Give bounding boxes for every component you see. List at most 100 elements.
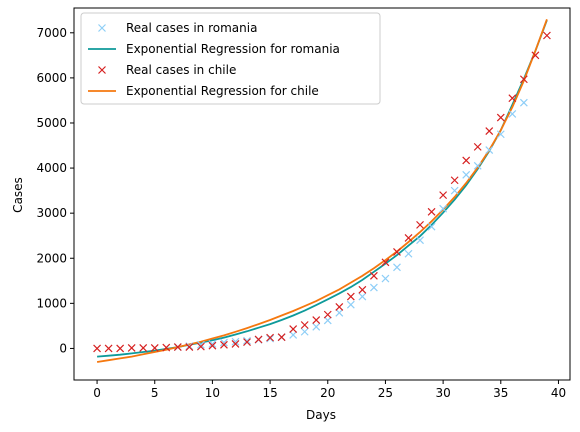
legend: Real cases in romania Exponential Regres…: [80, 12, 381, 105]
data-point-chile-cases: [208, 341, 217, 350]
data-point-romania-cases: [323, 316, 332, 325]
data-point-romania-cases: [185, 342, 194, 351]
legend-entry-chile-fit: Exponential Regression for chile: [88, 84, 319, 98]
data-point-chile-cases: [485, 127, 494, 136]
data-point-romania-cases: [427, 222, 436, 231]
data-point-romania-cases: [220, 338, 228, 347]
y-tick-label: 3000: [36, 206, 67, 220]
series-chile-cases: [93, 31, 551, 353]
y-axis-label: Cases: [11, 177, 25, 213]
y-tick-label: 1000: [36, 296, 67, 310]
data-point-chile-cases: [300, 321, 309, 329]
data-point-romania-cases: [312, 322, 321, 331]
data-point-chile-cases: [439, 191, 448, 200]
y-tick-label: 5000: [36, 116, 67, 130]
data-point-chile-cases: [196, 342, 205, 351]
data-point-romania-cases: [393, 263, 401, 272]
data-point-chile-cases: [277, 333, 286, 342]
data-point-romania-cases: [266, 334, 275, 343]
data-point-chile-cases: [416, 220, 424, 229]
data-point-romania-cases: [208, 340, 217, 348]
data-point-romania-cases: [473, 161, 482, 170]
legend-marker-chile-cases: [98, 66, 106, 74]
data-point-romania-cases: [439, 204, 448, 213]
data-point-romania-cases: [381, 274, 390, 283]
data-point-romania-cases: [243, 336, 251, 345]
data-point-romania-cases: [358, 292, 367, 301]
data-point-chile-cases: [531, 51, 540, 60]
legend-label-chile-cases: Real cases in chile: [126, 63, 236, 77]
data-point-chile-cases: [381, 258, 390, 267]
data-point-chile-cases: [473, 142, 482, 151]
data-point-chile-cases: [162, 343, 171, 352]
y-tick-label: 6000: [36, 71, 67, 85]
data-point-romania-cases: [416, 236, 424, 245]
data-point-chile-cases: [358, 285, 367, 294]
data-point-chile-cases: [335, 303, 344, 311]
legend-marker-romania-cases: [98, 24, 106, 32]
plot-frame: [73, 7, 571, 381]
legend-label-romania-fit: Exponential Regression for romania: [126, 42, 340, 56]
legend-frame: [80, 12, 381, 105]
series-line-chile-fit: [96, 18, 548, 363]
y-tick-label: 4000: [36, 161, 67, 175]
x-tick-label: 10: [205, 386, 220, 400]
data-point-chile-cases: [323, 310, 332, 319]
data-point-chile-cases: [369, 271, 378, 280]
data-point-romania-cases: [300, 327, 309, 336]
x-tick-label: 40: [551, 386, 566, 400]
data-point-romania-cases: [450, 186, 459, 195]
data-point-romania-cases: [508, 110, 517, 118]
y-tick-label: 2000: [36, 251, 67, 265]
series-chile-fit: [96, 18, 548, 363]
data-point-romania-cases: [369, 283, 378, 292]
data-point-chile-cases: [93, 344, 101, 353]
x-tick-label: 25: [378, 386, 393, 400]
data-point-romania-cases: [485, 146, 494, 154]
x-tick-label: 15: [262, 386, 277, 400]
data-point-chile-cases: [312, 316, 321, 324]
y-tick-label: 0: [59, 341, 67, 355]
data-point-chile-cases: [450, 176, 459, 185]
legend-entry-chile-cases: Real cases in chile: [98, 63, 236, 77]
data-point-chile-cases: [173, 343, 182, 352]
plot-area: [93, 18, 551, 363]
data-point-chile-cases: [543, 31, 551, 40]
data-point-chile-cases: [220, 340, 228, 349]
legend-entry-romania-cases: Real cases in romania: [98, 21, 257, 35]
data-point-romania-cases: [289, 330, 298, 339]
data-point-chile-cases: [104, 344, 113, 353]
data-point-chile-cases: [496, 113, 505, 122]
x-axis-label: Days: [306, 408, 336, 422]
data-point-chile-cases: [127, 344, 136, 352]
data-point-chile-cases: [266, 333, 275, 342]
data-point-chile-cases: [289, 325, 298, 333]
data-point-romania-cases: [519, 98, 528, 107]
data-point-chile-cases: [150, 344, 159, 352]
data-point-romania-cases: [462, 170, 471, 179]
data-point-chile-cases: [243, 338, 251, 347]
x-tick-label: 5: [151, 386, 159, 400]
data-point-romania-cases: [335, 308, 344, 317]
x-tick-label: 30: [435, 386, 450, 400]
data-point-chile-cases: [231, 340, 240, 348]
data-point-chile-cases: [404, 234, 413, 242]
legend-label-romania-cases: Real cases in romania: [126, 21, 257, 35]
data-point-romania-cases: [404, 249, 413, 258]
data-point-romania-cases: [196, 340, 205, 349]
data-point-chile-cases: [393, 248, 401, 256]
data-point-romania-cases: [496, 130, 505, 139]
y-axis: 0 1000 2000 3000 4000 5000 6000 7000: [36, 26, 74, 355]
data-point-chile-cases: [139, 344, 148, 352]
data-point-chile-cases: [254, 335, 263, 344]
y-tick-label: 7000: [36, 26, 67, 40]
data-point-chile-cases: [427, 207, 436, 216]
data-point-chile-cases: [116, 344, 125, 353]
data-point-chile-cases: [508, 94, 517, 103]
data-point-romania-cases: [346, 300, 355, 309]
legend-entry-romania-fit: Exponential Regression for romania: [88, 42, 340, 56]
x-tick-label: 0: [93, 386, 101, 400]
x-tick-label: 35: [493, 386, 508, 400]
x-tick-label: 20: [320, 386, 335, 400]
